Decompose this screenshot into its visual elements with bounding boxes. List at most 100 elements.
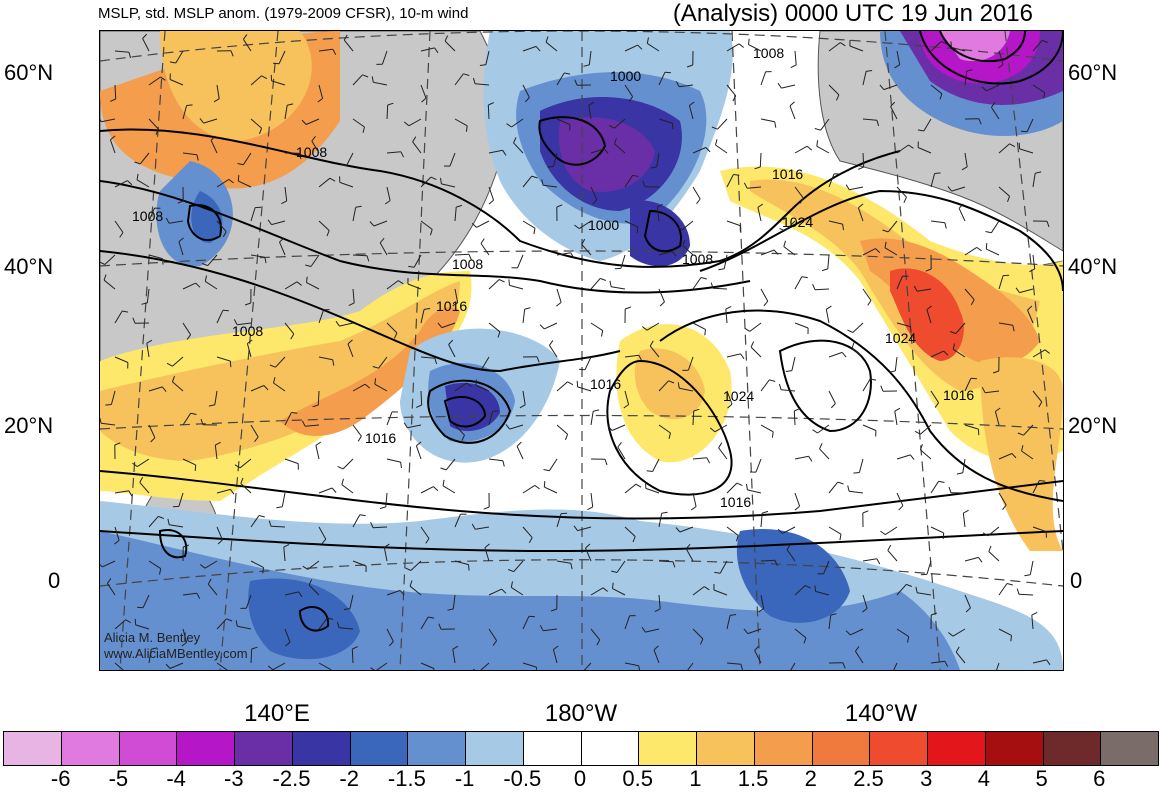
wind-barb-flag <box>979 557 983 562</box>
wind-barb <box>999 584 1007 596</box>
wind-barb <box>863 559 877 561</box>
wind-barb-flag <box>957 473 963 474</box>
wind-barb <box>544 323 557 329</box>
wind-barb <box>271 526 285 527</box>
wind-barb <box>488 105 489 119</box>
contour-label: 1024 <box>723 388 754 404</box>
lat-label-20n-right: 20°N <box>1068 413 1117 439</box>
wind-barb-flag <box>881 386 883 392</box>
wind-barb-flag <box>544 470 550 471</box>
wind-barb <box>727 221 740 226</box>
colorbar-swatch <box>582 732 640 765</box>
wind-barb-flag <box>587 507 592 510</box>
wind-barb <box>829 482 838 493</box>
wind-barb <box>852 348 863 357</box>
wind-barb <box>518 255 524 268</box>
lat-label-40n-right: 40°N <box>1068 254 1117 280</box>
wind-barb <box>713 288 727 289</box>
wind-barb-flag <box>701 278 707 280</box>
wind-barb <box>282 493 285 507</box>
wind-barb <box>756 459 761 472</box>
contour-label: 1008 <box>753 45 784 61</box>
wind-barb <box>853 323 863 333</box>
wind-barb <box>523 485 535 493</box>
wind-barb-flag <box>895 408 900 411</box>
wind-barb-flag <box>888 545 891 550</box>
colorbar-swatch <box>120 732 178 765</box>
wind-barb <box>653 459 659 472</box>
colorbar-swatch <box>524 732 582 765</box>
wind-barb-flag <box>848 486 849 492</box>
colorbar-swatch <box>293 732 351 765</box>
wind-barb <box>693 323 706 329</box>
wind-barb <box>625 484 636 493</box>
wind-barb-flag <box>853 473 859 474</box>
wind-barb-flag <box>802 277 808 278</box>
wind-barb-flag <box>890 371 896 372</box>
wind-barb-flag <box>525 308 531 309</box>
wind-barb <box>285 459 298 464</box>
map-title-left: MSLP, std. MSLP anom. (1979-2009 CFSR), … <box>98 5 468 22</box>
wind-barb <box>727 483 737 493</box>
wind-barb <box>895 411 897 425</box>
wind-barb-flag <box>775 122 776 128</box>
colorbar-swatch <box>928 732 986 765</box>
wind-barb-flag <box>443 480 444 486</box>
wind-barb <box>761 119 775 122</box>
wind-barb <box>591 493 593 507</box>
wind-barb <box>829 391 835 404</box>
wind-barb-flag <box>544 481 545 487</box>
colorbar-swatch <box>1101 732 1158 765</box>
wind-barb-flag <box>493 411 499 412</box>
wind-barb-flag <box>764 301 768 306</box>
wind-barb-flag <box>697 199 701 204</box>
wind-barb <box>693 458 707 459</box>
wind-barb-flag <box>809 456 812 461</box>
wind-barb-flag <box>380 507 386 509</box>
wind-barb-flag <box>534 228 535 234</box>
wind-barb-flag <box>737 483 743 486</box>
wind-barb-flag <box>935 173 941 174</box>
contour-label: 1016 <box>365 430 396 446</box>
wind-barb-flag <box>847 330 852 333</box>
author-name: Alicia M. Bentley <box>104 630 248 646</box>
wind-barb-flag <box>986 243 987 249</box>
wind-barb <box>795 51 796 65</box>
colorbar-swatch <box>408 732 466 765</box>
wind-barb <box>557 425 568 434</box>
wind-barb-flag <box>910 455 914 460</box>
colorbar-label: 1 <box>689 766 701 792</box>
wind-barb-flag <box>840 534 841 540</box>
wind-barb <box>693 278 701 290</box>
wind-barb-flag <box>778 83 781 88</box>
wind-barb <box>489 187 494 200</box>
colorbar-label: 6 <box>1093 766 1105 792</box>
wind-barb <box>931 527 944 533</box>
wind-barb <box>251 649 252 663</box>
colorbar-swatch <box>870 732 928 765</box>
lat-label-60n-right: 60°N <box>1068 60 1117 86</box>
wind-barb-flag <box>772 432 773 438</box>
wind-barb <box>761 289 768 301</box>
wind-barb-flag <box>762 511 768 513</box>
wind-barb-flag <box>826 306 831 309</box>
wind-barb-flag <box>986 232 992 233</box>
wind-barb-flag <box>911 327 912 333</box>
wind-barb <box>927 561 931 574</box>
wind-barb <box>795 277 802 289</box>
wind-barb <box>895 357 897 371</box>
wind-barb-flag <box>489 200 494 204</box>
wind-barb-flag <box>1007 584 1013 586</box>
wind-barb <box>343 459 353 469</box>
wind-barb-flag <box>660 302 664 306</box>
contour-label: 1008 <box>452 256 483 272</box>
wind-barb <box>849 491 863 493</box>
contour-label: 1016 <box>436 298 467 314</box>
wind-barb-flag <box>751 342 754 348</box>
wind-barb-flag <box>1039 481 1045 482</box>
wind-barb <box>455 254 469 255</box>
colorbar-label: -6 <box>51 766 71 792</box>
wind-barb <box>319 488 332 493</box>
wind-barb <box>863 425 876 431</box>
wind-barb <box>965 557 979 561</box>
